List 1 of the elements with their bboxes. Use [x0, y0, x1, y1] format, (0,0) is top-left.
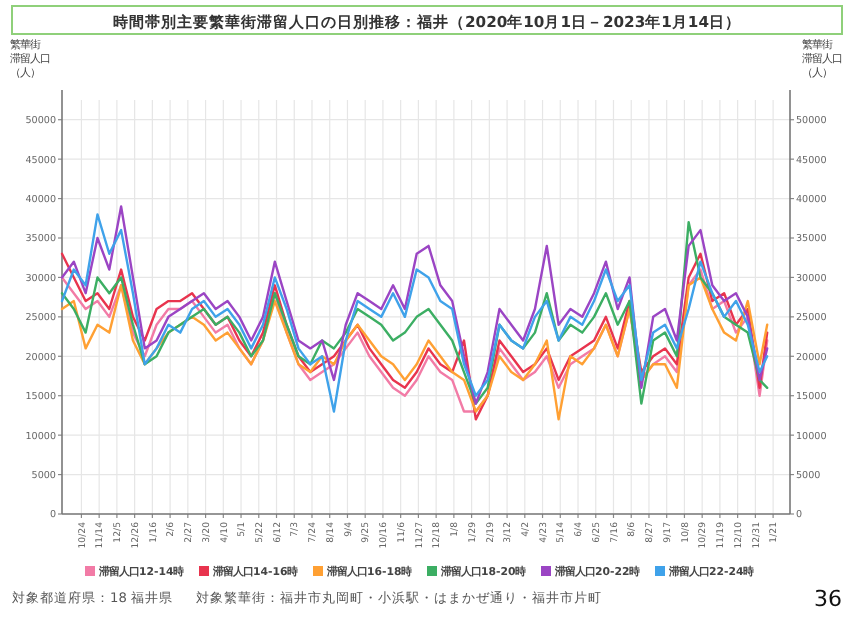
text: 36 — [814, 586, 842, 612]
